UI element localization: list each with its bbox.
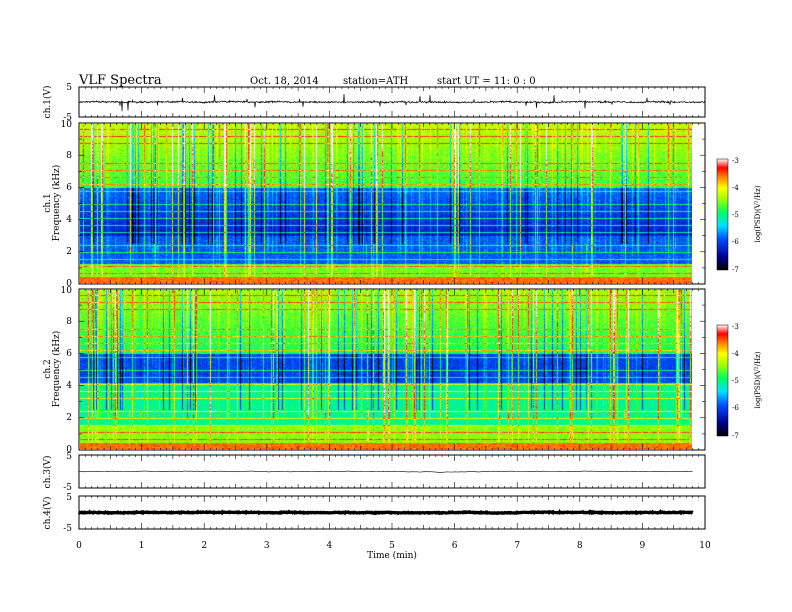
ch3-waveform-trace xyxy=(78,470,693,473)
ch1-spectrogram-image-holder xyxy=(80,124,692,283)
ch1-freq-tick-8: 8 xyxy=(66,151,72,161)
ch3-waveform-ylabel: ch.3(V) xyxy=(42,456,53,489)
ch1-colorbar-label: log(PSD)(V²/Hz) xyxy=(754,185,762,242)
ch4-ytick-top: 5 xyxy=(66,493,72,503)
ch2-colorbar-tick-m7: -7 xyxy=(732,432,739,440)
ch2-colorbar-label: log(PSD)(V²/Hz) xyxy=(754,351,762,408)
ch2-freq-tick-10: 10 xyxy=(61,286,73,296)
date-label: Oct. 18, 2014 xyxy=(250,76,319,87)
x-tick-label-10: 10 xyxy=(699,541,711,551)
x-tick-label-8: 8 xyxy=(577,541,583,551)
ch3-ytick-bottom: -5 xyxy=(63,483,72,493)
ch1-freq-tick-6: 6 xyxy=(66,183,72,193)
ch1-colorbar-tick-m4: -4 xyxy=(732,184,739,192)
ch1-freq-tick-4: 4 xyxy=(66,215,72,225)
ch1-spectrogram-tickmarks xyxy=(78,122,706,285)
ch1-colorbar-tick-m6: -6 xyxy=(732,238,739,246)
x-tick-label-5: 5 xyxy=(389,541,395,551)
ch1-freq-tick-0: 0 xyxy=(66,279,72,289)
ch2-spectrogram-ylabel-channel: ch.2 xyxy=(43,359,53,378)
x-tick-label-3: 3 xyxy=(264,541,270,551)
ch2-freq-tick-6: 6 xyxy=(66,349,72,359)
ch1-spectrogram-panel: 0 2 4 6 8 10 ch.1 Frequency (kHz) -3 -4 … xyxy=(43,120,762,289)
ch2-colorbar-tick-m3: -3 xyxy=(732,323,739,331)
station-label: station=ATH xyxy=(343,76,409,87)
ch3-ytick-top: 5 xyxy=(66,452,72,462)
ch4-waveform-ticks xyxy=(78,496,706,529)
ch2-freq-tick-2: 2 xyxy=(66,413,72,423)
ch2-freq-tick-8: 8 xyxy=(66,317,72,327)
x-tick-label-7: 7 xyxy=(514,541,520,551)
ch1-spectrogram-image xyxy=(80,124,692,283)
ch1-waveform-ylabel: ch.1(V) xyxy=(42,86,53,119)
ch2-spectrogram-ylabel-frequency: Frequency (kHz) xyxy=(51,331,62,408)
x-axis-tick-labels: 0 1 2 3 4 5 6 7 8 9 10 xyxy=(76,541,711,551)
ch2-freq-tick-4: 4 xyxy=(66,381,72,391)
start-time-label: start UT = 11: 0 : 0 xyxy=(437,76,536,87)
x-tick-label-1: 1 xyxy=(139,541,145,551)
ch1-spectrogram-ylabel-channel: ch.1 xyxy=(43,193,53,212)
ch3-waveform-ticks xyxy=(78,455,706,488)
ch4-waveform-ylabel: ch.4(V) xyxy=(42,497,53,530)
ch2-colorbar-tick-m6: -6 xyxy=(732,404,739,412)
x-tick-label-2: 2 xyxy=(201,541,207,551)
ch1-colorbar-tick-m3: -3 xyxy=(732,157,739,165)
ch1-freq-tick-10: 10 xyxy=(61,120,73,130)
ch2-colorbar-ticks: -3 -4 -5 -6 -7 xyxy=(732,323,739,440)
ch2-colorbar-tick-m5: -5 xyxy=(732,377,739,385)
ch1-colorbar-tick-m5: -5 xyxy=(732,211,739,219)
ch1-spectrogram-yticks: 0 2 4 6 8 10 xyxy=(61,120,73,289)
ch1-ytick-top: 5 xyxy=(66,83,72,93)
ch1-colorbar-ticks: -3 -4 -5 -6 -7 xyxy=(732,157,739,274)
x-tick-label-9: 9 xyxy=(640,541,646,551)
ch1-waveform-panel: 5 -5 ch.1(V) xyxy=(42,83,706,123)
ch4-ytick-bottom: -5 xyxy=(63,524,72,534)
ch2-spectrogram-yticks: 0 2 4 6 8 10 xyxy=(61,286,73,455)
ch1-freq-tick-2: 2 xyxy=(66,247,72,257)
ch2-spectrogram-tickmarks xyxy=(78,288,706,451)
ch2-colorbar xyxy=(716,324,729,437)
x-tick-label-4: 4 xyxy=(327,541,333,551)
ch1-waveform-ticks xyxy=(78,87,706,117)
ch1-colorbar xyxy=(716,158,729,271)
ch2-spectrogram-image-holder xyxy=(80,290,692,449)
x-tick-label-6: 6 xyxy=(452,541,458,551)
ch4-waveform-trace xyxy=(77,508,694,516)
ch2-colorbar-tick-m4: -4 xyxy=(732,350,739,358)
ch1-ytick-bottom: -5 xyxy=(63,113,72,123)
figure-title: VLF Spectra xyxy=(78,73,162,88)
ch2-freq-tick-0: 0 xyxy=(66,445,72,455)
ch4-waveform-panel: 5 -5 ch.4(V) xyxy=(42,493,706,534)
x-tick-label-0: 0 xyxy=(76,541,82,551)
ch3-waveform-panel: 5 -5 ch.3(V) xyxy=(42,452,706,493)
ch1-colorbar-tick-m7: -7 xyxy=(732,266,739,274)
ch1-waveform-trace xyxy=(78,93,706,112)
ch2-spectrogram-panel: 0 2 4 6 8 10 ch.2 Frequency (kHz) -3 -4 … xyxy=(43,286,762,455)
ch1-spectrogram-ylabel-frequency: Frequency (kHz) xyxy=(51,165,62,242)
x-axis-label: Time (min) xyxy=(367,550,417,561)
ch2-spectrogram-image xyxy=(80,290,692,449)
